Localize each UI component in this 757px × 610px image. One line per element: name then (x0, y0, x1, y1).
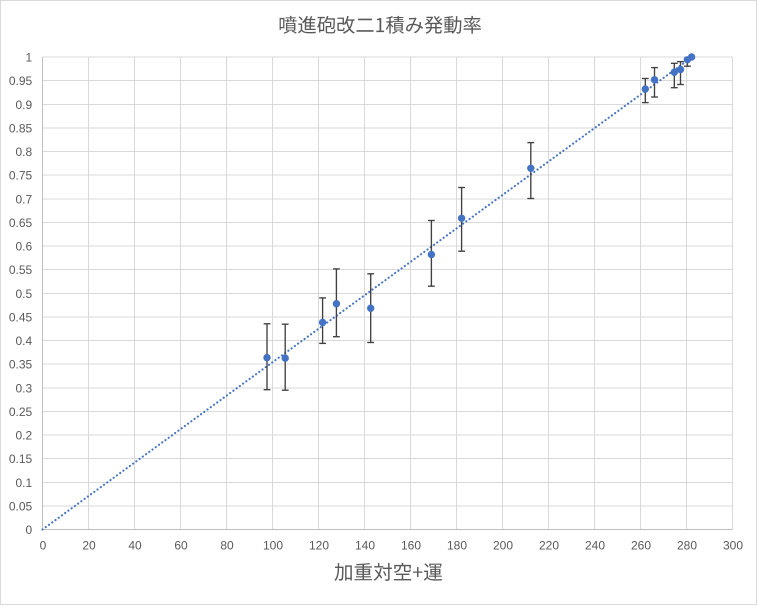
svg-text:0.8: 0.8 (16, 145, 33, 159)
svg-text:0.5: 0.5 (16, 287, 33, 301)
svg-text:0.7: 0.7 (16, 192, 33, 206)
svg-text:0.1: 0.1 (16, 476, 33, 490)
svg-text:240: 240 (585, 539, 605, 553)
svg-text:0: 0 (26, 523, 33, 537)
svg-text:0.95: 0.95 (9, 74, 33, 88)
svg-text:0.75: 0.75 (9, 169, 33, 183)
svg-text:0.85: 0.85 (9, 121, 33, 135)
svg-text:60: 60 (174, 539, 188, 553)
svg-text:0.55: 0.55 (9, 263, 33, 277)
svg-text:200: 200 (493, 539, 513, 553)
svg-text:300: 300 (723, 539, 743, 553)
svg-text:0.3: 0.3 (16, 381, 33, 395)
svg-text:100: 100 (263, 539, 283, 553)
svg-text:220: 220 (539, 539, 559, 553)
svg-text:120: 120 (309, 539, 329, 553)
svg-text:0.65: 0.65 (9, 216, 33, 230)
svg-text:0.15: 0.15 (9, 452, 33, 466)
svg-text:0.05: 0.05 (9, 499, 33, 513)
svg-text:140: 140 (355, 539, 375, 553)
svg-text:0: 0 (40, 539, 47, 553)
svg-text:40: 40 (128, 539, 142, 553)
svg-text:0.6: 0.6 (16, 240, 33, 254)
svg-text:160: 160 (401, 539, 421, 553)
svg-text:0.9: 0.9 (16, 98, 33, 112)
svg-text:0.2: 0.2 (16, 429, 33, 443)
svg-text:260: 260 (631, 539, 651, 553)
svg-text:1: 1 (26, 51, 33, 65)
svg-text:80: 80 (220, 539, 234, 553)
svg-text:20: 20 (82, 539, 96, 553)
svg-text:180: 180 (447, 539, 467, 553)
svg-text:280: 280 (677, 539, 697, 553)
svg-text:0.45: 0.45 (9, 310, 33, 324)
svg-text:0.25: 0.25 (9, 405, 33, 419)
svg-text:0.4: 0.4 (16, 334, 33, 348)
svg-text:0.35: 0.35 (9, 358, 33, 372)
